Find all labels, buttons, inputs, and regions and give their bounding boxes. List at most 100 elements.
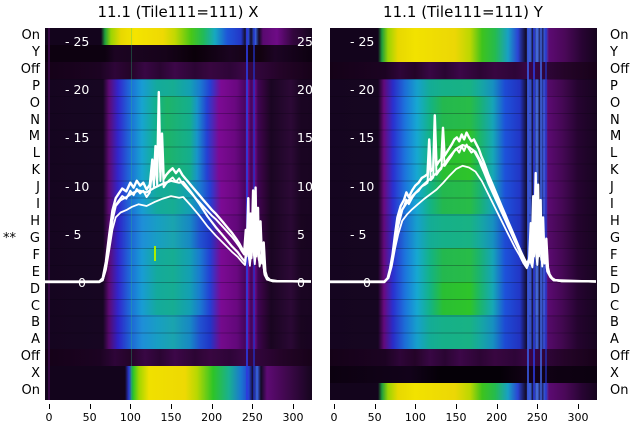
edge-tick-label: 5 bbox=[297, 226, 305, 242]
profile-line bbox=[330, 164, 596, 284]
heatmap-row bbox=[45, 281, 312, 300]
value-tick-label: 0 bbox=[363, 275, 371, 290]
row-label: I bbox=[36, 197, 40, 213]
heatmap-row bbox=[330, 332, 597, 350]
heatmap-row bbox=[330, 264, 597, 283]
x-tick-label: 100 bbox=[404, 411, 426, 424]
row-label: A bbox=[610, 332, 619, 348]
row-label: K bbox=[610, 163, 619, 179]
value-tick-label: - 10 bbox=[65, 178, 90, 194]
edge-tick-label: 0 bbox=[297, 275, 305, 290]
x-tick-mark bbox=[130, 404, 132, 409]
heatmap-row bbox=[330, 112, 597, 130]
value-tick-label: 0 bbox=[78, 275, 86, 290]
row-label: G bbox=[29, 230, 40, 246]
profile-line bbox=[330, 127, 596, 283]
row-label: N bbox=[610, 112, 620, 128]
row-label: J bbox=[610, 180, 614, 196]
row-label: M bbox=[610, 129, 622, 145]
x-tick-mark bbox=[292, 404, 294, 409]
row-label: On bbox=[21, 28, 40, 43]
x-tick-label: 0 bbox=[45, 411, 53, 424]
row-label: H bbox=[30, 214, 40, 229]
x-tick-label: 50 bbox=[82, 411, 97, 424]
x-tick-mark bbox=[374, 404, 376, 409]
heatmap-row bbox=[330, 197, 597, 215]
row-label: M bbox=[28, 129, 40, 145]
profile-curves bbox=[330, 114, 596, 284]
edge-tick-label: 10 bbox=[297, 178, 312, 194]
row-label: D bbox=[610, 281, 621, 297]
row-label: C bbox=[610, 298, 620, 314]
value-tick-label: - 15 bbox=[350, 130, 375, 146]
x-tick-label: 100 bbox=[119, 411, 141, 424]
row-label: N bbox=[30, 112, 40, 128]
heatmap-row bbox=[45, 298, 312, 316]
row-label: I bbox=[610, 197, 614, 213]
x-tick-mark bbox=[89, 404, 91, 409]
x-tick-label: 250 bbox=[526, 411, 548, 424]
x-tick-label: 50 bbox=[367, 411, 382, 424]
row-label: On bbox=[21, 383, 40, 399]
row-label: G bbox=[610, 230, 621, 246]
x-tick-label: 0 bbox=[330, 411, 338, 424]
edge-tick-label: 25 bbox=[297, 34, 312, 49]
heatmap-row bbox=[330, 366, 597, 384]
row-label: Y bbox=[32, 44, 40, 60]
x-tick-label: 300 bbox=[282, 411, 304, 424]
heatmap-row bbox=[330, 44, 597, 63]
row-label: H bbox=[610, 214, 620, 229]
heatmap-row bbox=[45, 44, 312, 63]
heatmap-row bbox=[330, 146, 597, 164]
heatmap-row bbox=[45, 332, 312, 350]
value-tick-label: - 20 bbox=[65, 82, 90, 98]
profile-line bbox=[45, 179, 311, 284]
row-label: O bbox=[29, 95, 40, 111]
heatmap-row bbox=[45, 264, 312, 283]
heatmap-row bbox=[45, 95, 312, 114]
value-tick-label: - 5 bbox=[350, 226, 367, 242]
x-tick-label: 200 bbox=[201, 411, 223, 424]
heatmap-row bbox=[330, 298, 597, 316]
x-tick-label: 150 bbox=[445, 411, 467, 424]
heatmap-row bbox=[330, 28, 597, 46]
row-label: C bbox=[30, 298, 40, 314]
value-tick-label: - 20 bbox=[350, 82, 375, 98]
x-tick-mark bbox=[211, 404, 213, 409]
row-label: On bbox=[610, 28, 629, 43]
asterisk-marker: ** bbox=[3, 230, 16, 246]
x-tick-mark bbox=[537, 404, 539, 409]
row-label: D bbox=[29, 281, 40, 297]
row-label: Off bbox=[20, 349, 40, 365]
heatmap-row bbox=[45, 61, 312, 80]
heatmap-panel-x: - 25 - 20 - 15 - 10 - 5 0 25 20 15 10 5 0 bbox=[45, 28, 312, 400]
row-label: Y bbox=[610, 44, 618, 60]
row-label: Off bbox=[20, 61, 40, 77]
heatmap-row bbox=[45, 78, 312, 97]
x-tick-mark bbox=[252, 404, 254, 409]
edge-tick-label: 15 bbox=[297, 130, 312, 146]
x-tick-mark bbox=[170, 404, 172, 409]
x-tick-mark bbox=[496, 404, 498, 409]
value-tick-label: - 5 bbox=[65, 226, 82, 242]
row-label: P bbox=[32, 78, 40, 94]
heatmap-row bbox=[330, 383, 597, 400]
row-label: Off bbox=[610, 349, 630, 365]
heatmap-row bbox=[330, 61, 597, 80]
row-label: P bbox=[610, 78, 618, 94]
row-label: B bbox=[610, 315, 619, 331]
x-tick-label: 250 bbox=[241, 411, 263, 424]
row-label: J bbox=[36, 180, 40, 196]
heatmap-row bbox=[330, 78, 597, 97]
row-label: On bbox=[610, 383, 629, 399]
panel-title-y: 11.1 (Tile111=111) Y bbox=[383, 3, 543, 21]
panel-title-x: 11.1 (Tile111=111) X bbox=[97, 3, 259, 21]
x-tick-mark bbox=[415, 404, 417, 409]
row-label: F bbox=[610, 247, 618, 263]
x-tick-mark bbox=[334, 404, 335, 409]
x-tick-mark bbox=[455, 404, 457, 409]
row-label: X bbox=[610, 366, 619, 382]
heatmap-row bbox=[330, 315, 597, 333]
heatmap-row bbox=[330, 349, 597, 367]
